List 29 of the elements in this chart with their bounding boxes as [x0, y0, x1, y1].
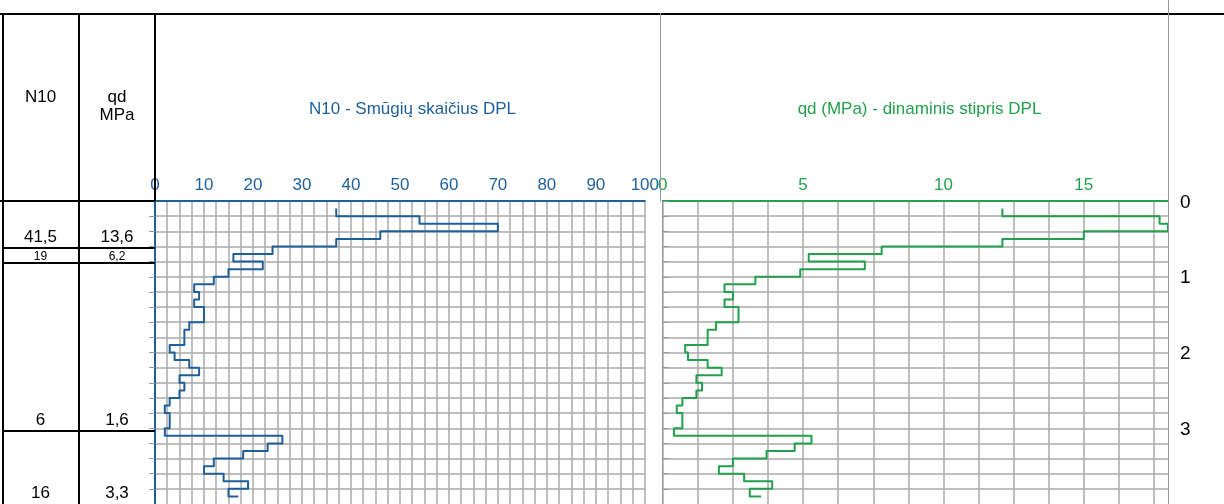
- x-tick-label: 15: [1074, 175, 1094, 194]
- x-tick-label: 40: [341, 175, 361, 194]
- text: 41,5: [22, 227, 59, 246]
- x-tick-label: 100: [630, 175, 660, 194]
- y-tick-label: 1: [1180, 266, 1191, 288]
- x-tick-label: 10: [194, 175, 214, 194]
- x-tick-label: 60: [439, 175, 459, 194]
- text: N10: [23, 87, 58, 106]
- text: 3,3: [104, 483, 130, 502]
- text: 1,6: [104, 410, 130, 429]
- text: 19: [32, 249, 49, 263]
- x-tick-label: 30: [292, 175, 312, 194]
- x-tick-label: 10: [933, 175, 953, 194]
- chart-title: qd (MPa) - dinaminis stipris DPL: [797, 99, 1042, 118]
- x-tick-label: 50: [390, 175, 410, 194]
- text: 16: [30, 483, 51, 502]
- y-tick-label: 0: [1180, 190, 1191, 212]
- chart-title: N10 - Smūgių skaičius DPL: [309, 99, 516, 118]
- y-tick-label: 3: [1180, 417, 1191, 439]
- text: 6: [34, 410, 47, 429]
- text: qd MPa: [98, 87, 136, 124]
- x-tick-label: 70: [488, 175, 508, 194]
- y-tick-label: 2: [1180, 342, 1191, 363]
- x-tick-label: 20: [243, 175, 263, 194]
- text: 6,2: [107, 249, 127, 263]
- text: 13,6: [99, 227, 135, 246]
- x-tick-label: 80: [537, 175, 557, 194]
- x-tick-label: 90: [586, 175, 606, 194]
- x-tick-label: 5: [798, 175, 808, 194]
